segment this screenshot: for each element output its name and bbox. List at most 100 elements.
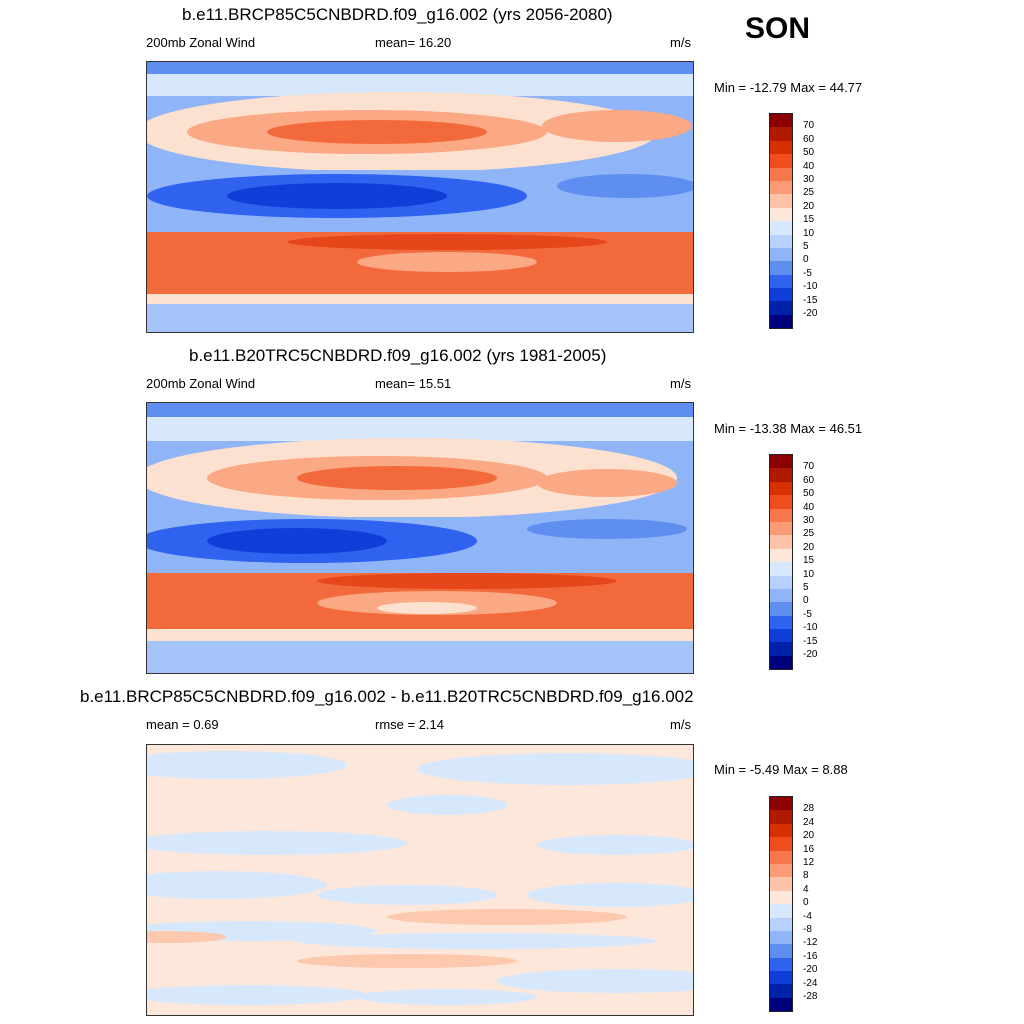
colorbar-tick-label: 4 (803, 883, 809, 895)
panel1-units-label: m/s (670, 35, 691, 50)
colorbar-tick-label: -20 (803, 964, 818, 976)
panel3-rmse-label: rmse = 2.14 (375, 717, 445, 732)
panel3-units-label: m/s (670, 717, 691, 732)
colorbar-swatch (770, 997, 792, 1012)
colorbar-tick-label: 50 (803, 488, 815, 500)
colorbar-swatch (770, 167, 792, 181)
colorbar-swatch (770, 468, 792, 482)
panel1-colorbar (769, 113, 793, 330)
panel3-map (146, 744, 694, 1016)
colorbar-tick-label: -16 (803, 950, 818, 962)
colorbar-tick-label: 15 (803, 214, 815, 226)
colorbar-swatch (770, 850, 792, 864)
colorbar-tick-label: -4 (803, 910, 812, 922)
panel2-colorbar (769, 454, 793, 671)
colorbar-swatch (770, 602, 792, 616)
colorbar-swatch (770, 615, 792, 630)
colorbar-swatch (770, 575, 792, 589)
colorbar-tick-label: -15 (803, 635, 818, 647)
colorbar-tick-label: 30 (803, 515, 815, 526)
colorbar-swatch (770, 194, 792, 208)
panel1-map (146, 61, 694, 333)
colorbar-swatch (770, 221, 792, 235)
colorbar-swatch (770, 917, 792, 931)
colorbar-swatch (770, 455, 792, 469)
panel1-variable-label: 200mb Zonal Wind (146, 35, 256, 50)
panel3-mean-label: mean = 0.69 (146, 717, 219, 732)
colorbar-tick-label: 30 (803, 174, 815, 185)
colorbar-tick-label: 5 (803, 241, 809, 252)
panel2-title: b.e11.B20TRC5CNBDRD.f09_g16.002 (yrs 198… (189, 346, 607, 365)
colorbar-swatch (770, 274, 792, 289)
colorbar-swatch (770, 588, 792, 603)
colorbar-swatch (770, 810, 792, 824)
colorbar-tick-label: 0 (803, 595, 809, 607)
colorbar-swatch (770, 642, 792, 656)
colorbar-swatch (770, 944, 792, 958)
colorbar-tick-label: 5 (803, 582, 809, 593)
colorbar-swatch (770, 863, 792, 878)
colorbar-tick-label: 40 (803, 501, 815, 513)
colorbar-tick-label: -8 (803, 924, 812, 935)
colorbar-swatch (770, 288, 792, 302)
colorbar-swatch (770, 535, 792, 549)
colorbar-swatch (770, 234, 792, 248)
colorbar-swatch (770, 877, 792, 891)
panel2-variable-label: 200mb Zonal Wind (146, 376, 256, 391)
panel3-minmax-label: Min = -5.49 Max = 8.88 (714, 762, 848, 777)
colorbar-swatch (770, 301, 792, 315)
colorbar-tick-label: 25 (803, 528, 815, 540)
colorbar-tick-label: -15 (803, 294, 818, 306)
colorbar-tick-label: -10 (803, 281, 818, 293)
colorbar-swatch (770, 984, 792, 998)
colorbar-tick-label: 20 (803, 200, 815, 212)
colorbar-tick-label: 0 (803, 254, 809, 266)
colorbar-swatch (770, 971, 792, 985)
colorbar-tick-label: 24 (803, 816, 815, 828)
colorbar-tick-label: -5 (803, 267, 812, 279)
colorbar-tick-label: 60 (803, 474, 815, 486)
colorbar-swatch (770, 823, 792, 838)
colorbar-tick-label: 12 (803, 857, 815, 868)
colorbar-tick-label: -24 (803, 977, 818, 989)
colorbar-swatch (770, 797, 792, 811)
colorbar-tick-label: 10 (803, 227, 815, 239)
colorbar-swatch (770, 890, 792, 905)
colorbar-swatch (770, 904, 792, 918)
colorbar-swatch (770, 127, 792, 141)
colorbar-tick-label: 40 (803, 160, 815, 172)
colorbar-tick-label: -20 (803, 649, 818, 660)
panel1-mean-label: mean= 16.20 (375, 35, 452, 50)
colorbar-swatch (770, 495, 792, 509)
colorbar-swatch (770, 957, 792, 972)
colorbar-swatch (770, 837, 792, 851)
panel2-minmax-label: Min = -13.38 Max = 46.51 (714, 421, 863, 436)
colorbar-swatch (770, 562, 792, 576)
colorbar-tick-label: 70 (803, 461, 815, 473)
colorbar-tick-label: 10 (803, 568, 815, 580)
colorbar-swatch (770, 521, 792, 536)
colorbar-swatch (770, 314, 792, 329)
colorbar-tick-label: -20 (803, 308, 818, 319)
colorbar-tick-label: 0 (803, 897, 809, 909)
panel1-minmax-label: Min = -12.79 Max = 44.77 (714, 80, 863, 95)
colorbar-swatch (770, 140, 792, 155)
colorbar-tick-label: 50 (803, 147, 815, 159)
panel1-title: b.e11.BRCP85C5CNBDRD.f09_g16.002 (yrs 20… (182, 5, 613, 24)
colorbar-swatch (770, 481, 792, 496)
panel2-units-label: m/s (670, 376, 691, 391)
colorbar-tick-label: 28 (803, 803, 815, 815)
colorbar-swatch (770, 114, 792, 128)
colorbar-tick-label: -12 (803, 937, 818, 949)
colorbar-tick-label: 60 (803, 133, 815, 145)
colorbar-tick-label: -10 (803, 622, 818, 634)
colorbar-tick-label: 20 (803, 541, 815, 553)
colorbar-swatch (770, 180, 792, 195)
colorbar-swatch (770, 930, 792, 945)
panel2-map (146, 402, 694, 674)
colorbar-tick-label: 15 (803, 555, 815, 567)
colorbar-tick-label: 20 (803, 830, 815, 842)
colorbar-tick-label: 16 (803, 843, 815, 855)
colorbar-tick-label: -5 (803, 608, 812, 620)
colorbar-swatch (770, 629, 792, 643)
